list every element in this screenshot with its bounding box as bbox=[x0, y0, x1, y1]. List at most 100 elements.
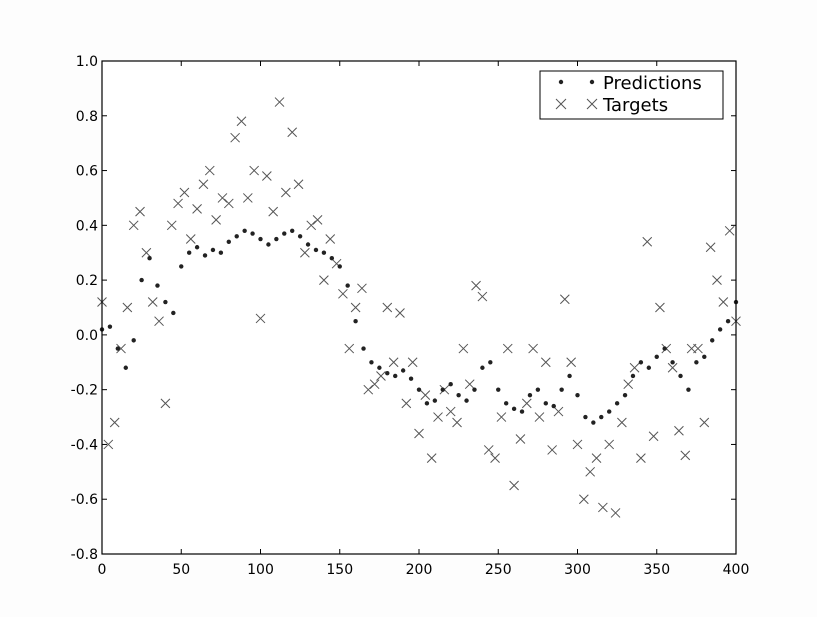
prediction-point bbox=[464, 398, 469, 403]
y-tick-labels: -0.8 -0.6 -0.4 -0.2 0.0 0.2 0.4 0.6 0.8 1.0 bbox=[71, 54, 98, 563]
target-point bbox=[268, 206, 279, 217]
target-point bbox=[300, 247, 310, 258]
target-point bbox=[483, 445, 494, 455]
target-point bbox=[109, 417, 120, 428]
target-point bbox=[655, 302, 665, 313]
target-point bbox=[598, 502, 608, 513]
x-tick-label: 250 bbox=[485, 562, 512, 578]
y-tick-label: 0.8 bbox=[76, 109, 98, 125]
target-point bbox=[680, 450, 691, 461]
target-point bbox=[344, 343, 355, 354]
prediction-point bbox=[115, 346, 121, 351]
prediction-point bbox=[607, 409, 612, 414]
target-point bbox=[585, 466, 596, 477]
x-tick-label: 150 bbox=[326, 562, 353, 578]
target-point bbox=[242, 193, 253, 203]
target-point bbox=[528, 343, 538, 354]
target-point bbox=[325, 234, 336, 244]
target-point bbox=[357, 283, 367, 294]
x-tick-label: 200 bbox=[406, 562, 433, 578]
target-point bbox=[496, 412, 507, 422]
target-point bbox=[433, 412, 443, 422]
prediction-point bbox=[337, 264, 342, 269]
prediction-point bbox=[226, 239, 231, 244]
legend-label-targets: Targets bbox=[602, 95, 668, 116]
target-point bbox=[122, 302, 133, 313]
target-point bbox=[559, 294, 570, 305]
prediction-point bbox=[297, 234, 303, 239]
prediction-point bbox=[527, 392, 533, 398]
target-point bbox=[420, 390, 431, 400]
prediction-point bbox=[408, 376, 414, 381]
x-tick-label: 100 bbox=[247, 562, 274, 578]
target-point bbox=[363, 384, 374, 395]
target-point bbox=[540, 357, 551, 368]
plot-frame bbox=[101, 60, 737, 555]
prediction-point bbox=[702, 354, 707, 359]
legend-marker-targets bbox=[555, 98, 598, 110]
target-point bbox=[160, 398, 171, 409]
x-tick-label: 400 bbox=[723, 562, 750, 578]
prediction-point bbox=[559, 387, 564, 392]
target-point bbox=[667, 362, 678, 373]
prediction-point bbox=[686, 387, 691, 392]
prediction-point bbox=[448, 381, 453, 387]
prediction-point bbox=[155, 283, 160, 288]
prediction-point bbox=[575, 392, 580, 398]
prediction-point bbox=[186, 250, 192, 255]
x-tick-label: 50 bbox=[172, 562, 190, 578]
prediction-point bbox=[194, 245, 200, 250]
prediction-point bbox=[218, 250, 224, 255]
y-tick-label: 0.2 bbox=[76, 273, 98, 289]
prediction-point bbox=[630, 373, 636, 379]
prediction-point bbox=[591, 420, 596, 425]
target-point bbox=[179, 187, 190, 198]
target-point bbox=[458, 343, 469, 354]
prediction-point bbox=[551, 403, 556, 409]
target-point bbox=[610, 508, 621, 518]
prediction-point bbox=[710, 338, 715, 343]
target-point bbox=[604, 439, 615, 450]
target-point bbox=[128, 220, 139, 231]
prediction-point bbox=[147, 256, 152, 261]
y-tick-label: 0.0 bbox=[76, 328, 98, 344]
target-point bbox=[674, 425, 684, 436]
plot-background bbox=[102, 61, 736, 554]
target-point bbox=[693, 343, 703, 354]
prediction-point bbox=[329, 256, 335, 261]
y-tick-label: -0.8 bbox=[71, 547, 98, 563]
target-point bbox=[395, 308, 405, 318]
prediction-point bbox=[179, 264, 184, 269]
prediction-point bbox=[353, 318, 358, 324]
prediction-point bbox=[258, 236, 263, 242]
target-point bbox=[261, 171, 272, 181]
target-point bbox=[712, 275, 722, 285]
target-point bbox=[591, 453, 602, 463]
target-point bbox=[281, 187, 291, 198]
prediction-point bbox=[290, 228, 295, 234]
prediction-point bbox=[202, 253, 208, 258]
prediction-point bbox=[599, 414, 604, 420]
prediction-point bbox=[440, 387, 445, 392]
prediction-point bbox=[496, 387, 501, 392]
target-point bbox=[350, 302, 361, 313]
x-tick-label: 350 bbox=[643, 562, 670, 578]
target-point bbox=[515, 434, 526, 444]
prediction-point bbox=[242, 228, 247, 234]
target-point bbox=[376, 371, 386, 381]
prediction-point bbox=[622, 392, 628, 398]
prediction-point bbox=[567, 373, 572, 379]
prediction-point bbox=[488, 360, 493, 365]
target-point bbox=[534, 412, 545, 422]
prediction-point bbox=[400, 368, 406, 373]
prediction-point bbox=[361, 346, 366, 351]
prediction-point bbox=[480, 365, 485, 370]
target-point bbox=[223, 198, 234, 209]
target-point bbox=[338, 288, 348, 299]
target-point bbox=[166, 220, 177, 231]
prediction-point bbox=[171, 310, 176, 316]
target-point bbox=[521, 398, 532, 409]
target-point bbox=[718, 297, 729, 307]
prediction-point bbox=[638, 360, 644, 365]
target-point bbox=[217, 193, 228, 203]
